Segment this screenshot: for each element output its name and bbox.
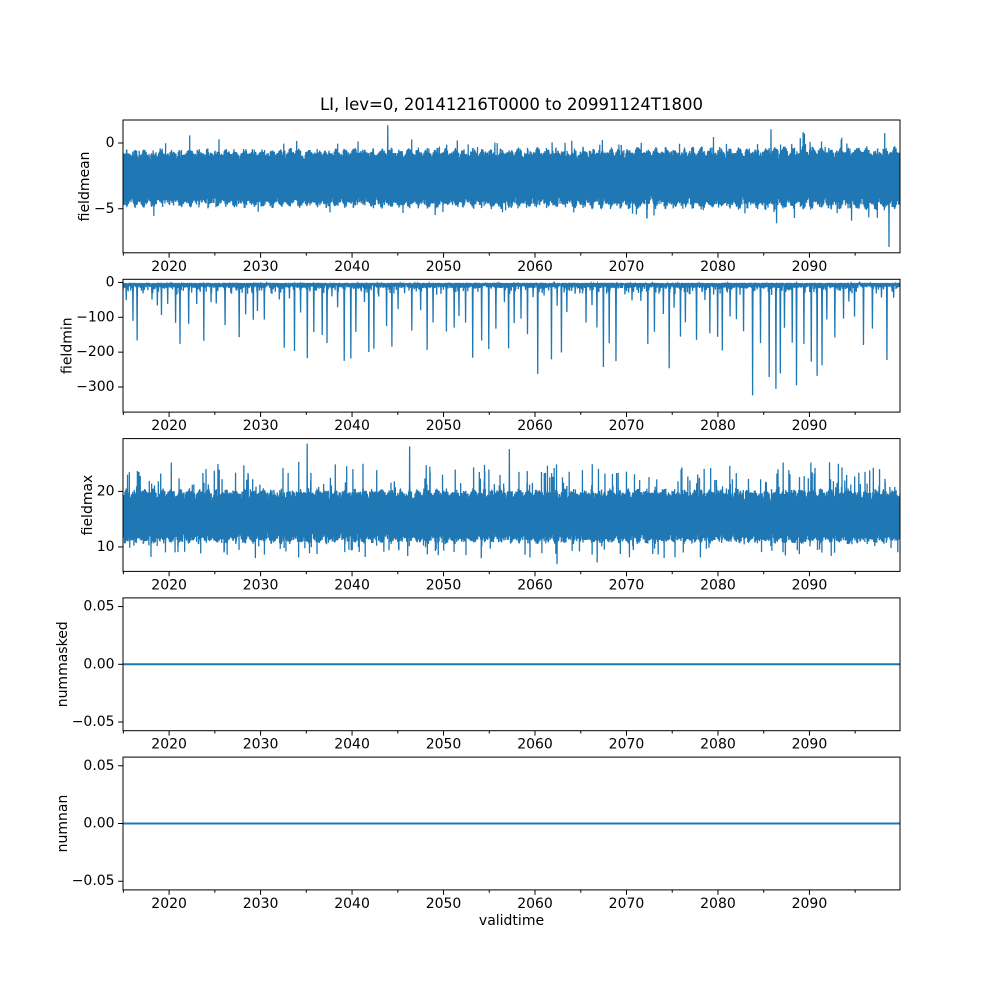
axes-frame [122,438,901,572]
x-tick-label: 2030 [243,259,279,275]
x-tick-label: 2040 [334,577,370,593]
x-tick-label: 2040 [334,896,370,912]
x-tick-label: 2020 [151,896,187,912]
series-line-fieldmean [123,125,900,247]
x-tick-label: 2060 [517,577,553,593]
series-line-fieldmin [123,280,900,396]
x-tick-label: 2050 [426,418,462,434]
x-tick-label: 2070 [609,896,645,912]
x-tick-label: 2030 [243,737,279,753]
y-tick-label: 0.00 [83,816,114,832]
y-tick-label: 0.05 [83,599,114,615]
subplot-fieldmin: 2020 2030 2040 2050 2060 2070 2080 2090 0 −100 −20… [59,274,901,434]
x-tick-label: 2030 [243,896,279,912]
y-tick-label: 0.00 [83,656,114,672]
x-tick-label: 2060 [517,737,553,753]
x-tick-label: 2020 [151,577,187,593]
x-tick-label: 2050 [426,737,462,753]
y-tick-label: 20 [97,483,115,499]
y-tick-label: 10 [97,539,115,555]
x-tick-label: 2020 [151,259,187,275]
x-tick-label: 2090 [792,418,828,434]
y-tick-label: −0.05 [72,714,115,730]
series-line-fieldmax [123,443,900,565]
x-tick-label: 2070 [609,418,645,434]
x-tick-label: 2040 [334,737,370,753]
x-tick-label: 2020 [151,418,187,434]
x-tick-label: 2070 [609,737,645,753]
subplot-nummasked: 2020 2030 2040 2050 2060 2070 2080 2090 0.05 0.00… [55,597,901,753]
x-tick-label: 2020 [151,737,187,753]
x-tick-label: 2070 [609,577,645,593]
y-axis-label-fieldmean: fieldmean [77,151,93,221]
x-tick-label: 2090 [792,577,828,593]
x-tick-label: 2090 [792,259,828,275]
x-tick-label: 2080 [700,896,736,912]
x-axis-label: validtime [478,913,545,929]
x-tick-label: 2080 [700,259,736,275]
y-axis-label-fieldmax: fieldmax [80,475,96,536]
x-tick-label: 2060 [517,418,553,434]
x-tick-label: 2090 [792,737,828,753]
y-axis-label-nummasked: nummasked [55,621,71,707]
x-tick-label: 2060 [517,259,553,275]
y-tick-label: 0 [106,135,115,151]
subplot-fieldmean: 2020 2030 2040 2050 2060 2070 2080 2090 0 −5field… [77,119,901,275]
x-tick-label: 2030 [243,418,279,434]
y-tick-label: 0 [106,274,115,290]
axes-frame [122,119,901,254]
subplot-numnan: 2020 2030 2040 2050 2060 2070 2080 2090 0.05 0.00… [55,756,901,912]
y-tick-label: −100 [76,309,114,325]
x-tick-label: 2040 [334,418,370,434]
x-tick-label: 2070 [609,259,645,275]
x-tick-label: 2030 [243,577,279,593]
x-tick-label: 2080 [700,577,736,593]
figure-title: LI, lev=0, 20141216T0000 to 20991124T180… [319,95,704,114]
axes-frame [122,278,901,413]
y-tick-label: −300 [76,379,114,395]
x-tick-label: 2060 [517,896,553,912]
y-axis-label-numnan: numnan [55,795,71,853]
x-tick-label: 2080 [700,737,736,753]
y-axis-label-fieldmin: fieldmin [59,317,75,374]
y-tick-label: 0.05 [83,758,114,774]
y-tick-label: −5 [94,201,115,217]
x-tick-label: 2090 [792,896,828,912]
x-tick-label: 2080 [700,418,736,434]
x-tick-label: 2050 [426,259,462,275]
x-tick-label: 2040 [334,259,370,275]
y-tick-label: −200 [76,344,114,360]
x-tick-label: 2050 [426,896,462,912]
y-tick-label: −0.05 [72,873,115,889]
subplot-fieldmax: 2020 2030 2040 2050 2060 2070 2080 2090 20 10fiel… [80,438,901,593]
x-tick-label: 2050 [426,577,462,593]
